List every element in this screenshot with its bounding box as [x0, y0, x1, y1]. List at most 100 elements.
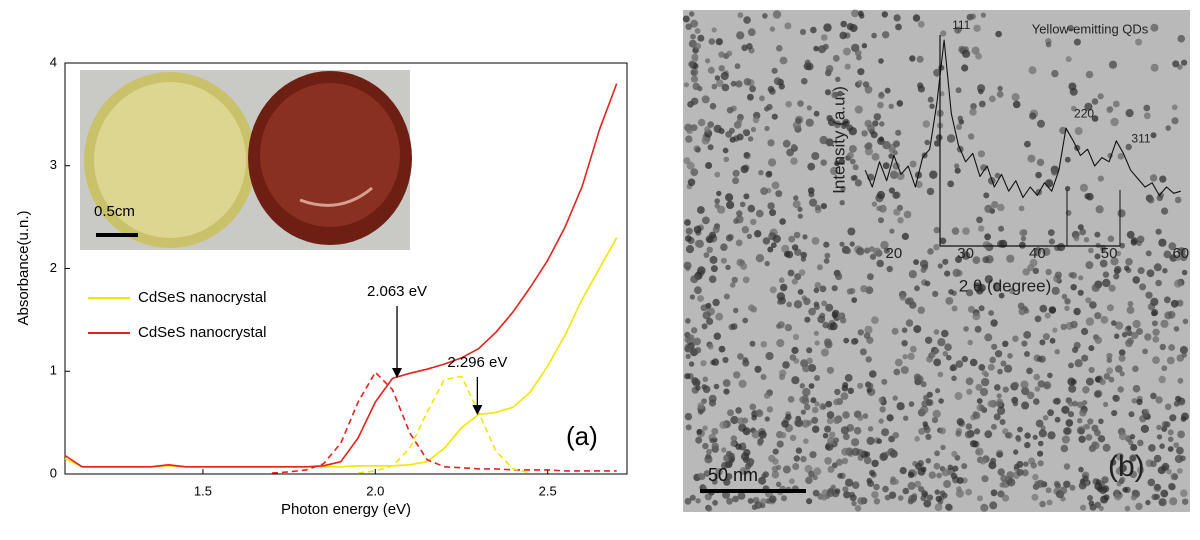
- particle: [926, 494, 933, 502]
- particle: [718, 345, 726, 353]
- particle: [897, 217, 904, 224]
- particle: [1132, 384, 1141, 393]
- particle: [1094, 390, 1102, 398]
- particle: [869, 253, 877, 260]
- particle: [775, 190, 783, 198]
- particle: [950, 472, 958, 480]
- particle: [756, 209, 764, 218]
- particle: [957, 115, 963, 122]
- particle: [1040, 425, 1046, 431]
- particle: [1006, 254, 1015, 263]
- particle: [842, 486, 849, 493]
- particle: [1012, 335, 1019, 342]
- particle: [1032, 434, 1038, 440]
- particle: [1180, 416, 1187, 422]
- particle: [1064, 156, 1071, 163]
- particle: [1068, 362, 1074, 369]
- particle: [938, 398, 944, 404]
- particle: [1082, 424, 1088, 430]
- particle: [1100, 316, 1109, 324]
- particle: [1112, 394, 1120, 402]
- particle: [1159, 443, 1165, 450]
- particle: [935, 388, 941, 394]
- particle: [777, 299, 783, 305]
- particle: [832, 416, 841, 425]
- particle: [733, 218, 739, 225]
- particle: [1108, 376, 1115, 383]
- particle: [1054, 349, 1060, 355]
- particle: [1155, 396, 1163, 404]
- particle: [769, 209, 777, 217]
- particle: [697, 34, 705, 42]
- particle: [721, 83, 730, 92]
- particle: [843, 491, 851, 499]
- particle: [974, 282, 981, 289]
- particle: [989, 501, 998, 510]
- particle: [995, 30, 1002, 38]
- particle: [825, 65, 834, 73]
- particle: [789, 434, 797, 442]
- particle: [876, 438, 882, 445]
- particle: [980, 503, 989, 512]
- particle: [811, 416, 819, 424]
- particle: [940, 444, 946, 451]
- particle: [1094, 501, 1102, 509]
- particle: [704, 126, 711, 133]
- particle: [867, 426, 874, 432]
- particle: [1125, 258, 1133, 266]
- particle: [1128, 411, 1135, 418]
- data-line: [64, 83, 618, 468]
- particle: [1115, 467, 1124, 475]
- annotation: 2.296 eV: [447, 354, 507, 371]
- particle: [1054, 416, 1061, 423]
- particle: [1068, 272, 1074, 278]
- particle: [688, 60, 695, 68]
- particle: [811, 406, 819, 414]
- particle: [844, 247, 852, 255]
- particle: [1095, 205, 1104, 214]
- particle: [917, 306, 925, 314]
- particle: [701, 136, 710, 145]
- particle: [813, 330, 819, 336]
- particle: [1162, 268, 1168, 274]
- particle: [945, 297, 954, 305]
- particle: [922, 120, 930, 128]
- particle: [989, 356, 996, 364]
- particle: [867, 480, 875, 487]
- particle: [964, 430, 973, 439]
- particle: [860, 285, 868, 293]
- particle: [1159, 343, 1167, 351]
- particle: [763, 392, 771, 399]
- particle: [1103, 401, 1109, 408]
- particle: [804, 59, 811, 66]
- particle: [969, 358, 978, 367]
- particle: [852, 481, 859, 488]
- particle: [842, 411, 850, 419]
- particle: [918, 486, 925, 493]
- particle: [1156, 434, 1163, 440]
- x-tick-label: 1.5: [194, 483, 212, 498]
- particle: [1016, 468, 1024, 476]
- particle: [1102, 485, 1110, 493]
- particle: [772, 234, 781, 243]
- particle: [792, 333, 800, 341]
- x-tick-label: 50: [1101, 245, 1118, 262]
- particle: [686, 127, 693, 134]
- particle: [1034, 480, 1041, 487]
- particle: [1107, 235, 1115, 243]
- particle: [737, 492, 746, 500]
- particle: [1091, 115, 1099, 122]
- particle: [1067, 411, 1075, 418]
- particle: [1180, 253, 1188, 262]
- particle: [828, 431, 836, 439]
- particle: [857, 80, 863, 86]
- particle: [917, 85, 926, 93]
- particle: [720, 71, 729, 81]
- particle: [739, 201, 746, 208]
- particle: [1032, 267, 1040, 275]
- particle: [997, 406, 1006, 415]
- particle: [997, 490, 1005, 498]
- particle: [1171, 117, 1179, 125]
- particle: [944, 343, 952, 352]
- particle: [1012, 400, 1019, 407]
